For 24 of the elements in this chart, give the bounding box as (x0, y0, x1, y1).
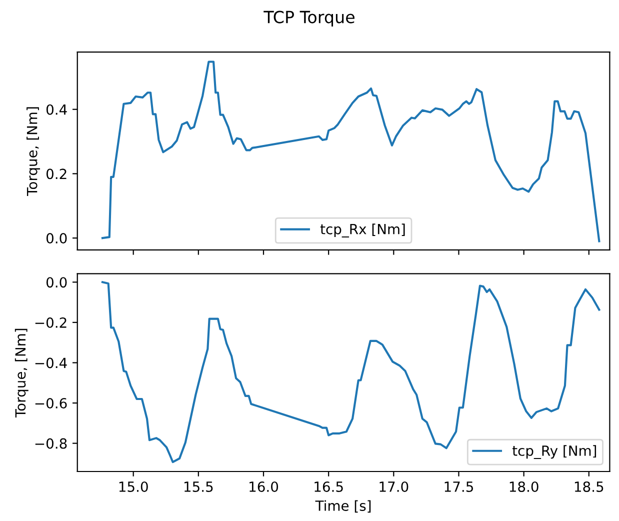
y-axis-title: Torque, [Nm] (26, 107, 40, 196)
x-tick-label: 17.0 (380, 481, 408, 492)
x-tick-label: 16.0 (250, 481, 278, 492)
y-tick-label: 0.0 (46, 277, 67, 288)
x-tick-label: 18.5 (574, 481, 604, 492)
y-axis-title: Torque, [Nm] (14, 328, 28, 418)
y-tick-label: 0.0 (46, 233, 67, 244)
legend-label: tcp_Ry [Nm] (512, 445, 596, 460)
x-tick-label: 17.5 (444, 482, 473, 492)
y-tick-label: −0.2 (35, 317, 66, 328)
line-series (101, 60, 600, 242)
line-series (101, 281, 600, 464)
x-tick-label: 15.5 (184, 482, 213, 492)
y-tick-label: −0.6 (35, 398, 67, 408)
y-tick-label: 0.2 (46, 168, 66, 180)
legend-label: tcp_Rx [Nm] (320, 224, 405, 238)
y-tick-label: 0.4 (46, 104, 67, 115)
y-tick-label: −0.4 (35, 358, 67, 368)
x-tick-label: 15.0 (119, 481, 148, 492)
x-tick-label: 16.5 (314, 481, 343, 492)
x-tick-label: 18.0 (510, 481, 538, 492)
x-axis-title: Time [s] (315, 500, 371, 513)
y-tick-label: −0.8 (35, 438, 67, 449)
chart-title: TCP Torque (264, 10, 354, 27)
